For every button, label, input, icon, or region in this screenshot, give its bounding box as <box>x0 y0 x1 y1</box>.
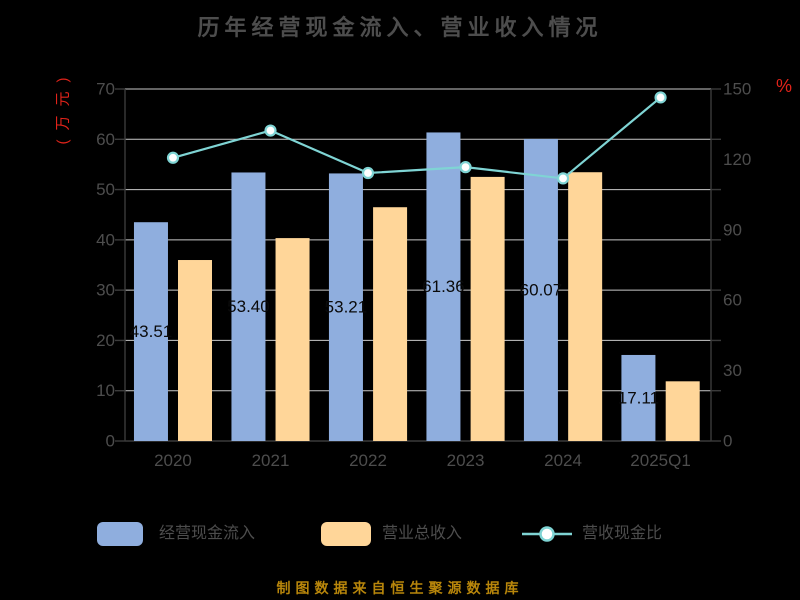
svg-text:40: 40 <box>96 230 115 249</box>
svg-text:50: 50 <box>96 180 115 199</box>
svg-text:60: 60 <box>723 291 742 310</box>
svg-text:20: 20 <box>96 331 115 350</box>
svg-text:2022: 2022 <box>349 451 387 470</box>
svg-text:43.51: 43.51 <box>130 322 173 341</box>
svg-text:0: 0 <box>723 432 732 451</box>
svg-text:经营现金流入: 经营现金流入 <box>159 524 255 542</box>
svg-text:30: 30 <box>96 281 115 300</box>
svg-text:70: 70 <box>96 80 115 99</box>
svg-text:2024: 2024 <box>544 451 582 470</box>
svg-text:营业总收入: 营业总收入 <box>382 524 462 542</box>
svg-text:60.07: 60.07 <box>520 280 563 299</box>
svg-text:10: 10 <box>96 381 115 400</box>
svg-text:90: 90 <box>723 220 742 239</box>
svg-text:2023: 2023 <box>447 451 485 470</box>
svg-text:2020: 2020 <box>154 451 192 470</box>
svg-text:2021: 2021 <box>252 451 290 470</box>
svg-text:53.21: 53.21 <box>325 298 368 317</box>
svg-text:17.11: 17.11 <box>618 388 659 407</box>
svg-text:120: 120 <box>723 150 751 169</box>
svg-text:0: 0 <box>106 432 115 451</box>
svg-text:53.40: 53.40 <box>227 297 270 316</box>
svg-text:150: 150 <box>723 80 751 99</box>
svg-text:30: 30 <box>723 361 742 380</box>
svg-text:营收现金比: 营收现金比 <box>582 524 662 542</box>
svg-text:61.36: 61.36 <box>422 277 465 296</box>
svg-text:2025Q1: 2025Q1 <box>630 451 691 470</box>
svg-text:60: 60 <box>96 130 115 149</box>
